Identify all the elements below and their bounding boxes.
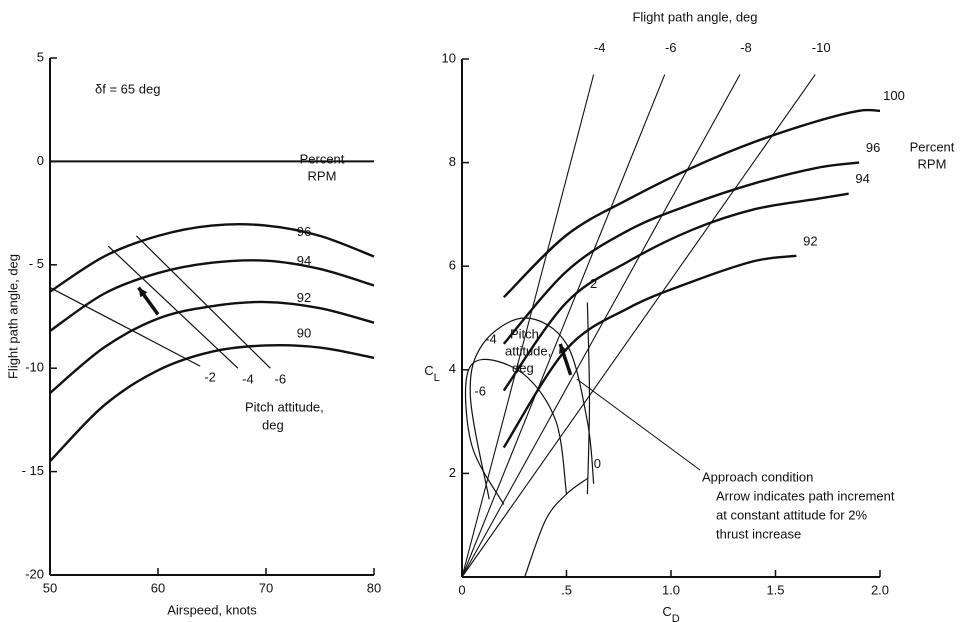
y-tick-label: 4 bbox=[449, 361, 456, 376]
x-tick-label: 80 bbox=[367, 580, 381, 595]
flight-path-line bbox=[461, 74, 666, 578]
rpm-curve-label: 90 bbox=[297, 325, 311, 340]
x-tick-label: 50 bbox=[43, 580, 57, 595]
flight-path-line-label: -6 bbox=[665, 40, 677, 55]
y-tick-label: - 15 bbox=[22, 463, 44, 478]
x-tick-label: 60 bbox=[151, 580, 165, 595]
annotation: RPM bbox=[308, 168, 337, 183]
pitch-attitude-line bbox=[135, 235, 271, 369]
x-tick-label: 0 bbox=[458, 582, 465, 597]
rpm-curve-label: 94 bbox=[297, 253, 311, 268]
label-sub: L bbox=[434, 372, 440, 384]
annotation: Percent bbox=[300, 151, 345, 166]
pitch-attitude-line bbox=[107, 245, 239, 369]
annotation: deg bbox=[262, 417, 284, 432]
annotation: Pitch attitude, bbox=[245, 399, 324, 414]
x-axis-label: Airspeed, knots bbox=[167, 602, 257, 617]
x-axis-label: CD bbox=[662, 604, 679, 622]
y-tick-label: 10 bbox=[442, 50, 456, 65]
pitch-attitude-line bbox=[469, 317, 595, 500]
leader-line bbox=[576, 378, 701, 471]
annotation: attitude, bbox=[505, 343, 551, 358]
flight-path-line bbox=[461, 74, 595, 578]
x-tick-label: 2.0 bbox=[871, 582, 889, 597]
y-tick-label: 2 bbox=[449, 465, 456, 480]
rpm-curve-label: 96 bbox=[866, 140, 880, 155]
x-tick-label: 1.5 bbox=[766, 582, 784, 597]
annotation: Arrow indicates path increment bbox=[716, 488, 895, 503]
x-tick-label: 1.0 bbox=[662, 582, 680, 597]
rpm-curve bbox=[502, 108, 881, 299]
annotation: RPM bbox=[918, 156, 947, 171]
y-tick-label: -20 bbox=[25, 566, 44, 581]
chart-title: Flight path angle, deg bbox=[632, 9, 757, 24]
rpm-curve bbox=[49, 259, 375, 332]
y-tick-label: - 5 bbox=[29, 256, 44, 271]
flight-path-line bbox=[461, 74, 816, 578]
label-sub: D bbox=[672, 613, 680, 622]
y-tick-label: 5 bbox=[37, 49, 44, 64]
rpm-curve bbox=[49, 223, 375, 293]
y-tick-label: -10 bbox=[25, 360, 44, 375]
rpm-curve-label: 92 bbox=[803, 233, 817, 248]
rpm-curve bbox=[502, 254, 797, 449]
pitch-attitude-line-label: 0 bbox=[594, 456, 601, 471]
rpm-curve bbox=[502, 192, 849, 392]
flight-path-line-label: -4 bbox=[594, 40, 606, 55]
annotation: Percent bbox=[910, 139, 955, 154]
pitch-attitude-line-label: -2 bbox=[204, 370, 216, 385]
pitch-attitude-line-label: -6 bbox=[275, 372, 287, 387]
flight-path-line bbox=[461, 74, 741, 578]
rpm-curve bbox=[502, 161, 860, 345]
y-axis-label: Flight path angle, deg bbox=[5, 254, 20, 379]
rpm-curve bbox=[49, 343, 375, 463]
pitch-attitude-line-label: -4 bbox=[485, 331, 497, 346]
rpm-curve-label: 94 bbox=[855, 171, 869, 186]
annotation: Approach condition bbox=[702, 469, 813, 484]
y-tick-label: 8 bbox=[449, 154, 456, 169]
flight-path-line-label: -10 bbox=[812, 40, 831, 55]
x-tick-label: .5 bbox=[561, 582, 572, 597]
rpm-curve bbox=[49, 300, 375, 394]
annotation: thrust increase bbox=[716, 526, 801, 541]
annotation: Pitch bbox=[510, 326, 539, 341]
rpm-curve-label: 100 bbox=[883, 88, 905, 103]
pitch-attitude-line-label: -4 bbox=[242, 372, 254, 387]
flight-path-line-label: -8 bbox=[740, 40, 752, 55]
x-tick-label: 70 bbox=[259, 580, 273, 595]
label-base: C bbox=[424, 363, 433, 378]
pitch-attitude-line bbox=[524, 478, 588, 578]
pitch-attitude-line bbox=[586, 302, 591, 495]
pitch-attitude-line bbox=[464, 358, 568, 505]
rpm-curve-label: 92 bbox=[297, 290, 311, 305]
pitch-attitude-line bbox=[49, 287, 201, 367]
arrow-head bbox=[138, 287, 148, 298]
arrow-head bbox=[558, 343, 568, 354]
label-base: C bbox=[662, 604, 671, 619]
pitch-attitude-line-label: -6 bbox=[474, 384, 486, 399]
rpm-curve-label: 96 bbox=[297, 224, 311, 239]
y-tick-label: 0 bbox=[37, 153, 44, 168]
y-tick-label: 6 bbox=[449, 258, 456, 273]
annotation: at constant attitude for 2% bbox=[716, 507, 867, 522]
annotation: δf = 65 deg bbox=[95, 81, 160, 96]
pitch-attitude-line-label: -2 bbox=[586, 276, 598, 291]
y-axis-label: CL bbox=[424, 363, 440, 383]
